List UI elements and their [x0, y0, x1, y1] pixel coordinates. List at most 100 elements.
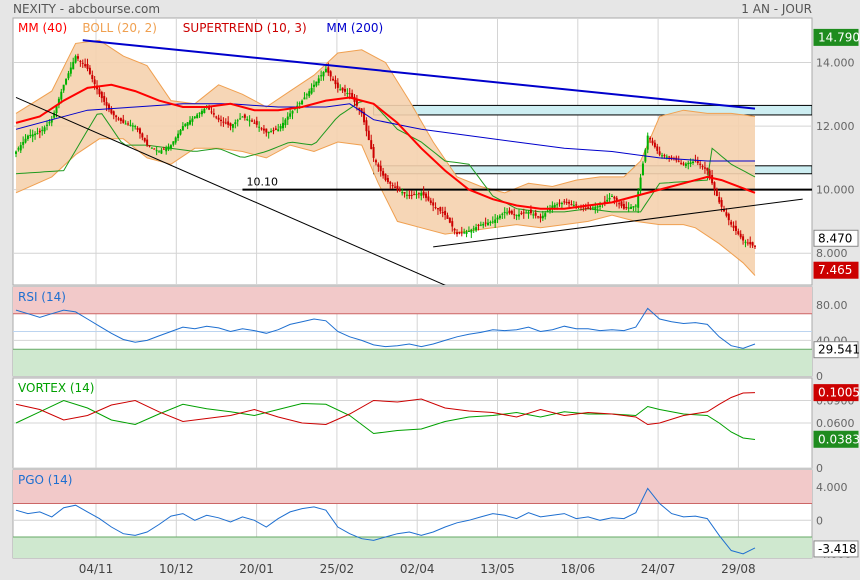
rsi-oversold-zone: [13, 349, 812, 376]
candle-body: [355, 100, 358, 106]
candle-body: [239, 118, 242, 120]
candle-body: [594, 206, 597, 210]
candle-body: [391, 185, 394, 187]
trendline: [82, 39, 756, 110]
candle-body: [427, 196, 430, 201]
candle-body: [539, 216, 542, 219]
candle-body: [281, 122, 284, 129]
candle-body: [622, 203, 625, 209]
candle-body: [150, 147, 153, 149]
candle-body: [81, 62, 84, 64]
candle-body: [50, 119, 53, 123]
candle-body: [367, 130, 370, 141]
candle-body: [117, 118, 120, 120]
candle-body: [29, 134, 32, 136]
price-ytick-label: 8.000: [816, 247, 848, 260]
candle-body: [444, 210, 447, 216]
x-axis-label: 04/11: [79, 562, 114, 576]
candle-body: [41, 129, 44, 131]
candle-body: [398, 189, 401, 191]
candle-body: [315, 81, 318, 86]
candle-body: [162, 148, 165, 150]
candle-body: [706, 167, 709, 171]
candle-body: [382, 171, 385, 176]
candle-body: [301, 100, 304, 105]
candle-body: [405, 194, 408, 196]
price-plot: [13, 18, 812, 285]
candle-body: [425, 193, 428, 198]
candle-body: [334, 79, 337, 85]
candle-body: [220, 119, 223, 121]
candle-body: [646, 135, 649, 150]
candle-body: [508, 210, 511, 214]
candle-body: [737, 231, 740, 235]
candle-body: [310, 87, 313, 94]
candle-body: [379, 165, 382, 172]
candle-body: [689, 162, 692, 165]
candle-body: [532, 214, 535, 216]
candle-body: [169, 145, 172, 149]
candle-body: [479, 224, 482, 226]
x-axis-label: 10/12: [159, 562, 194, 576]
rsi-value-box: [813, 341, 859, 359]
pgo-oversold-zone: [13, 537, 812, 558]
candle-body: [267, 131, 270, 134]
candle-body: [670, 157, 673, 159]
candle-body: [610, 196, 613, 197]
candle-body: [72, 61, 75, 70]
candle-body: [374, 160, 377, 163]
pgo-overbought-zone: [13, 470, 812, 504]
trendline: [433, 198, 803, 248]
candle-body: [179, 129, 182, 135]
price-value-box: [813, 28, 859, 46]
candle-body: [365, 120, 368, 132]
candle-body: [339, 89, 342, 91]
pgo-line: [15, 487, 756, 555]
candle-body: [277, 129, 280, 132]
candle-body: [236, 120, 239, 122]
candle-body: [620, 201, 623, 207]
candle-body: [456, 232, 459, 235]
chart-period-label[interactable]: 1 AN - JOUR: [741, 2, 812, 16]
vortex-ytick-label: 0: [816, 462, 823, 475]
candle-body: [181, 126, 184, 131]
rsi-value-label: 29.541: [818, 343, 860, 357]
candle-body: [649, 137, 652, 140]
candle-body: [682, 163, 685, 165]
candle-body: [472, 228, 475, 230]
candle-body: [303, 97, 306, 100]
candle-body: [60, 91, 63, 100]
candle-body: [24, 138, 27, 143]
candle-body: [606, 199, 609, 202]
price-legend-entry: BOLL (20, 2): [82, 21, 157, 35]
candle-body: [742, 236, 745, 241]
candle-body: [436, 207, 439, 210]
vortex-ytick-label: 0.0600: [816, 417, 855, 430]
candle-body: [696, 160, 699, 163]
candle-body: [639, 177, 642, 192]
candle-body: [136, 127, 139, 130]
candle-body: [460, 232, 463, 234]
candle-body: [565, 202, 568, 204]
candle-body: [227, 121, 230, 125]
x-axis-label: 20/01: [239, 562, 274, 576]
candle-body: [513, 214, 516, 216]
candle-body: [298, 103, 301, 105]
candle-body: [625, 206, 628, 209]
candle-body: [687, 162, 690, 165]
candle-body: [587, 207, 590, 209]
candle-body: [253, 122, 256, 124]
candle-body: [129, 124, 132, 126]
candle-body: [200, 110, 203, 115]
candle-body: [234, 122, 237, 125]
candle-body: [363, 111, 366, 123]
candle-body: [603, 201, 606, 203]
candle-body: [67, 73, 70, 79]
candle-body: [520, 212, 523, 214]
candle-body: [341, 87, 344, 91]
pgo-ytick-label: 4.000: [816, 481, 848, 494]
candle-body: [43, 127, 46, 132]
candle-body: [153, 148, 156, 150]
candle-body: [394, 186, 397, 188]
candle-body: [262, 128, 265, 131]
